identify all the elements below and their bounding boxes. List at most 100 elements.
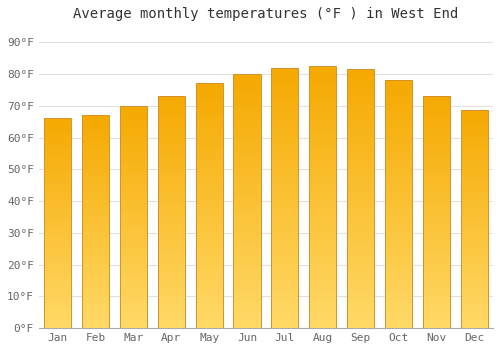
Bar xyxy=(460,249,488,252)
Bar xyxy=(460,241,488,244)
Bar xyxy=(460,178,488,181)
Bar xyxy=(44,129,72,132)
Bar xyxy=(271,244,298,247)
Bar xyxy=(460,146,488,149)
Bar xyxy=(158,154,185,157)
Bar xyxy=(347,221,374,225)
Bar xyxy=(271,306,298,309)
Bar xyxy=(120,292,147,295)
Bar xyxy=(347,312,374,315)
Bar xyxy=(309,309,336,312)
Bar xyxy=(422,183,450,186)
Bar xyxy=(234,131,260,134)
Bar xyxy=(271,100,298,104)
Bar xyxy=(158,282,185,285)
Bar xyxy=(347,153,374,156)
Bar xyxy=(82,323,109,326)
Bar xyxy=(196,325,223,328)
Bar xyxy=(271,322,298,325)
Bar xyxy=(82,254,109,256)
Bar xyxy=(422,102,450,105)
Bar xyxy=(309,289,336,292)
Bar xyxy=(44,145,72,147)
Bar xyxy=(120,120,147,122)
Bar xyxy=(234,96,260,99)
Bar xyxy=(234,134,260,138)
Bar xyxy=(385,248,412,251)
Bar xyxy=(158,227,185,230)
Bar xyxy=(385,118,412,121)
Bar xyxy=(82,134,109,136)
Bar xyxy=(196,86,223,90)
Bar xyxy=(422,221,450,224)
Bar xyxy=(385,297,412,300)
Bar xyxy=(158,221,185,224)
Bar xyxy=(271,146,298,149)
Bar xyxy=(347,182,374,186)
Bar xyxy=(309,92,336,96)
Bar xyxy=(385,260,412,263)
Bar xyxy=(347,302,374,306)
Bar xyxy=(234,179,260,182)
Bar xyxy=(347,273,374,276)
Bar xyxy=(82,174,109,176)
Bar xyxy=(309,145,336,148)
Bar xyxy=(309,237,336,240)
Bar xyxy=(422,230,450,232)
Bar xyxy=(460,228,488,230)
Bar xyxy=(422,111,450,114)
Bar xyxy=(309,79,336,82)
Bar xyxy=(234,277,260,280)
Bar xyxy=(196,93,223,96)
Bar xyxy=(271,286,298,289)
Bar xyxy=(385,93,412,96)
Bar xyxy=(120,167,147,170)
Bar xyxy=(158,209,185,212)
Bar xyxy=(422,288,450,290)
Bar xyxy=(120,164,147,167)
Bar xyxy=(82,222,109,224)
Bar xyxy=(158,250,185,253)
Bar xyxy=(120,295,147,298)
Bar xyxy=(120,153,147,156)
Bar xyxy=(460,312,488,315)
Bar xyxy=(460,135,488,138)
Bar xyxy=(460,271,488,274)
Bar xyxy=(82,326,109,328)
Bar xyxy=(44,231,72,234)
Bar xyxy=(234,87,260,90)
Bar xyxy=(422,253,450,256)
Bar xyxy=(309,187,336,190)
Bar xyxy=(234,144,260,147)
Bar xyxy=(196,285,223,288)
Bar xyxy=(271,312,298,315)
Bar xyxy=(347,195,374,199)
Bar xyxy=(196,132,223,135)
Bar xyxy=(347,296,374,299)
Bar xyxy=(234,109,260,112)
Bar xyxy=(347,76,374,79)
Bar xyxy=(44,234,72,237)
Bar xyxy=(309,276,336,279)
Bar xyxy=(422,99,450,102)
Bar xyxy=(158,302,185,305)
Bar xyxy=(460,121,488,124)
Bar xyxy=(347,137,374,140)
Bar xyxy=(196,142,223,145)
Bar xyxy=(460,301,488,304)
Bar xyxy=(347,186,374,189)
Bar xyxy=(158,247,185,250)
Bar xyxy=(44,292,72,294)
Bar xyxy=(422,322,450,325)
Bar xyxy=(271,169,298,172)
Bar xyxy=(120,150,147,153)
Bar xyxy=(234,153,260,156)
Bar xyxy=(385,285,412,288)
Bar xyxy=(44,237,72,239)
Bar xyxy=(120,131,147,134)
Bar xyxy=(196,99,223,102)
Bar xyxy=(347,82,374,85)
Bar xyxy=(460,113,488,116)
Bar xyxy=(385,105,412,108)
Bar xyxy=(196,267,223,270)
